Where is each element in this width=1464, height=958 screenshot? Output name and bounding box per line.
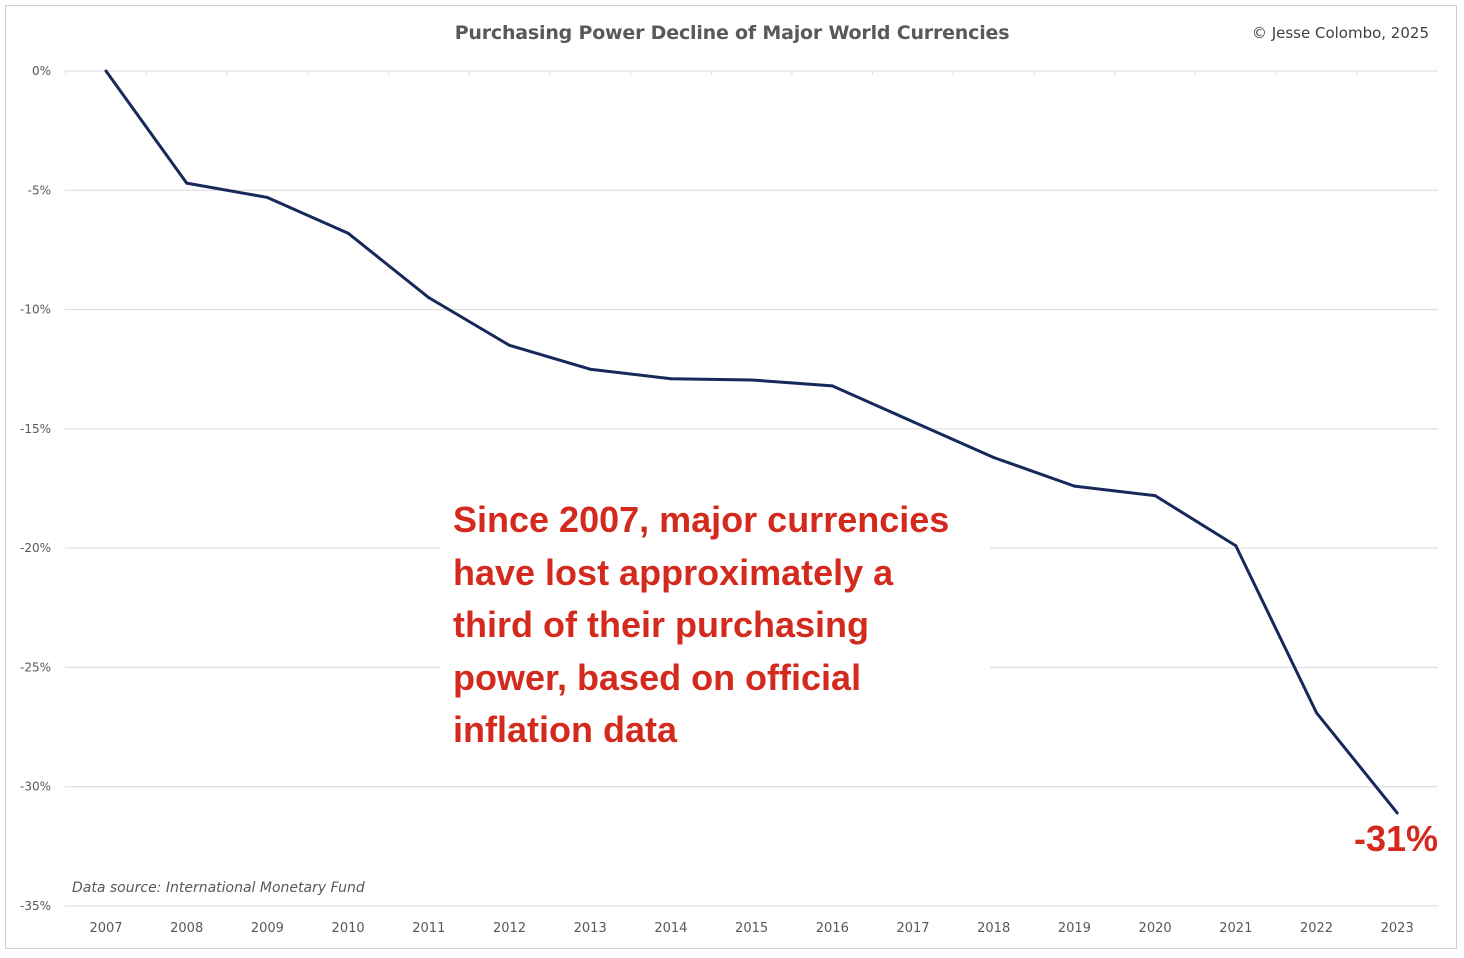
copyright-notice: © Jesse Colombo, 2025 — [1251, 24, 1429, 42]
x-tick-label: 2007 — [89, 921, 122, 936]
x-tick-label: 2016 — [816, 921, 849, 936]
data-point — [750, 378, 754, 382]
annotation-line: inflation data — [453, 709, 677, 750]
y-tick-label: -25% — [20, 660, 51, 674]
x-tick-label: 2019 — [1058, 921, 1091, 936]
x-tick-label: 2012 — [493, 921, 526, 936]
series-layer — [104, 69, 1399, 815]
annotation-line: power, based on official — [453, 656, 862, 698]
x-tick-label: 2010 — [332, 921, 365, 936]
x-tick-label: 2018 — [977, 921, 1010, 936]
end-value-label: -31% — [1354, 818, 1439, 859]
x-axis-ticks: 2007 2008 2009 2010 2011 2012 2013 2014 2015 2016… — [89, 921, 1413, 936]
data-point — [104, 69, 108, 73]
chart-frame — [5, 5, 1457, 949]
y-tick-label: -20% — [20, 541, 51, 555]
x-tick-label: 2014 — [654, 921, 687, 936]
x-tick-label: 2021 — [1219, 921, 1252, 936]
x-tick-label: 2023 — [1381, 921, 1414, 936]
data-point — [1234, 544, 1238, 548]
x-tick-label: 2015 — [735, 921, 768, 936]
annotation-line: have lost approximately a — [453, 551, 894, 593]
data-point — [992, 455, 996, 459]
data-point — [427, 296, 431, 300]
data-point — [911, 420, 915, 424]
annotation-line: third of their purchasing — [453, 604, 870, 645]
data-source-note: Data source: International Monetary Fund — [72, 880, 365, 896]
data-point — [1072, 484, 1076, 488]
x-tick-label: 2013 — [574, 921, 607, 936]
x-tick-label: 2011 — [412, 921, 445, 936]
x-tick-label: 2008 — [170, 921, 203, 936]
data-point — [830, 384, 834, 388]
data-point — [185, 181, 189, 185]
data-point — [1315, 711, 1318, 715]
y-tick-label: -5% — [28, 183, 51, 197]
annotation-line: Since 2007, major currencies — [453, 499, 950, 540]
y-axis-ticks: 0% -5% -10% -15% -20% -25% -30% -35% — [20, 64, 51, 913]
data-point — [669, 377, 673, 381]
data-point — [265, 195, 269, 199]
y-tick-label: -35% — [20, 899, 51, 913]
y-tick-label: -10% — [20, 303, 51, 317]
y-tick-label: 0% — [32, 64, 51, 78]
x-tick-label: 2022 — [1300, 921, 1333, 936]
gridlines — [65, 70, 1438, 907]
y-tick-label: -15% — [20, 422, 51, 436]
data-point — [1395, 811, 1399, 815]
x-tick-label: 2017 — [896, 921, 929, 936]
x-tick-label: 2020 — [1139, 921, 1172, 936]
annotation-callout: Since 2007, major currencies have lost a… — [440, 490, 990, 765]
chart-title: Purchasing Power Decline of Major World … — [454, 22, 1010, 44]
y-tick-label: -30% — [20, 780, 51, 794]
data-point — [346, 231, 350, 235]
data-point — [508, 343, 511, 347]
x-tick-label: 2009 — [251, 921, 284, 936]
data-point — [588, 367, 592, 371]
data-point — [1153, 494, 1157, 498]
